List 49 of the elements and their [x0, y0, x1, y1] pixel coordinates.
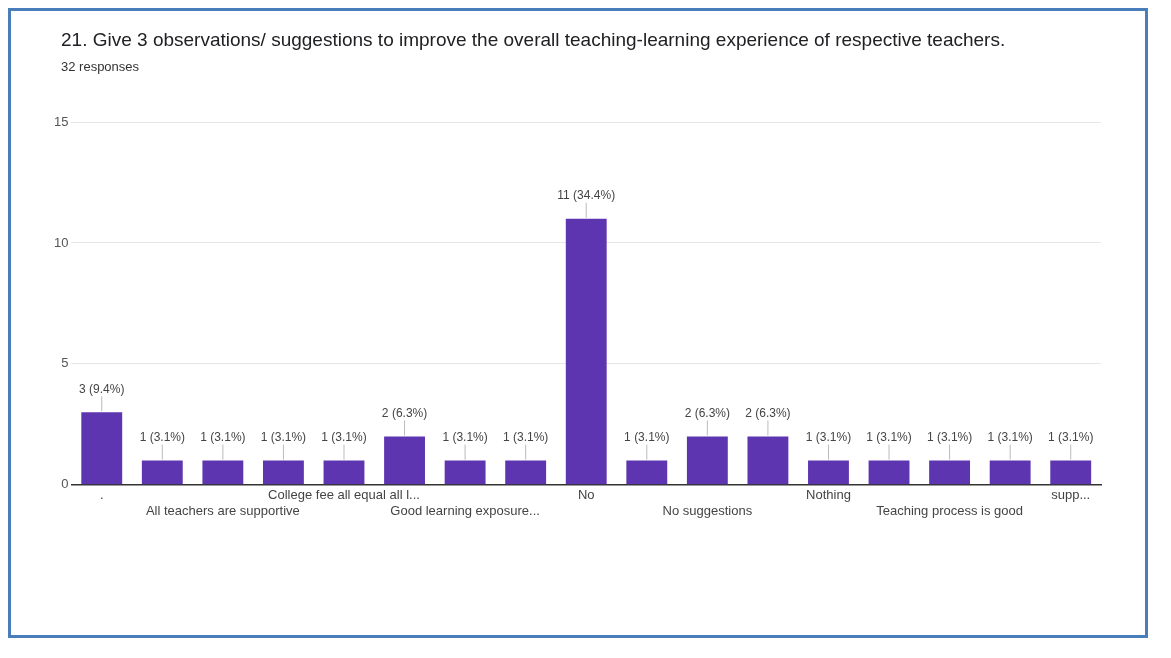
- bar: [323, 460, 365, 485]
- data-label: 1 (3.1%): [926, 429, 973, 444]
- bar: [141, 460, 183, 485]
- x-tick-label: .: [99, 487, 104, 503]
- data-label: 1 (3.1%): [321, 429, 367, 444]
- bar: [747, 436, 789, 485]
- bar: [626, 460, 668, 485]
- x-tick-label: Teaching process is good: [876, 502, 1023, 518]
- bar: [444, 460, 486, 485]
- data-label: 1 (3.1%): [866, 429, 912, 444]
- y-tick-label: 5: [61, 355, 69, 371]
- data-label: 11 (34.4%): [557, 188, 616, 203]
- data-label: 1 (3.1%): [805, 429, 852, 444]
- chart-subtitle: 32 responses: [61, 59, 141, 74]
- bar: [262, 460, 304, 485]
- data-label: 1 (3.1%): [987, 429, 1033, 444]
- bar: [202, 460, 244, 485]
- x-tick-label: Good learning exposure...: [390, 502, 540, 518]
- data-label: 1 (3.1%): [139, 429, 185, 444]
- bar: [868, 460, 910, 485]
- y-tick-label: 15: [53, 113, 69, 129]
- bar: [989, 460, 1031, 485]
- bar: [384, 436, 425, 485]
- data-label: 1 (3.1%): [200, 429, 246, 444]
- data-label: 2 (6.3%): [381, 405, 428, 420]
- data-label: 1 (3.1%): [442, 429, 488, 444]
- bar: [929, 460, 971, 485]
- bar: [808, 460, 849, 485]
- x-tick-label: No suggestions: [662, 502, 753, 518]
- bar: [505, 460, 547, 485]
- y-tick-label: 0: [61, 476, 69, 492]
- data-label: 1 (3.1%): [502, 429, 549, 444]
- data-label: 1 (3.1%): [260, 429, 307, 444]
- x-tick-label: All teachers are supportive: [145, 502, 300, 518]
- bar: [81, 412, 123, 485]
- x-tick-label: No: [577, 487, 595, 503]
- data-label: 3 (9.4%): [79, 381, 125, 396]
- chart-title: 21. Give 3 observations/ suggestions to improve the overall teaching-learning experience of respective teachers.: [61, 28, 1007, 52]
- y-tick-label: 10: [53, 234, 69, 250]
- data-label: 2 (6.3%): [684, 405, 731, 420]
- bar: [686, 436, 728, 485]
- x-tick-label: Nothing: [806, 487, 851, 503]
- data-label: 2 (6.3%): [745, 405, 791, 420]
- x-tick-label: College fee all equal all l...: [268, 487, 420, 503]
- bar: [565, 218, 607, 485]
- data-label: 1 (3.1%): [1048, 429, 1094, 444]
- bar: [1050, 460, 1092, 485]
- x-tick-label: supp...: [1051, 487, 1091, 503]
- data-label: 1 (3.1%): [624, 429, 670, 444]
